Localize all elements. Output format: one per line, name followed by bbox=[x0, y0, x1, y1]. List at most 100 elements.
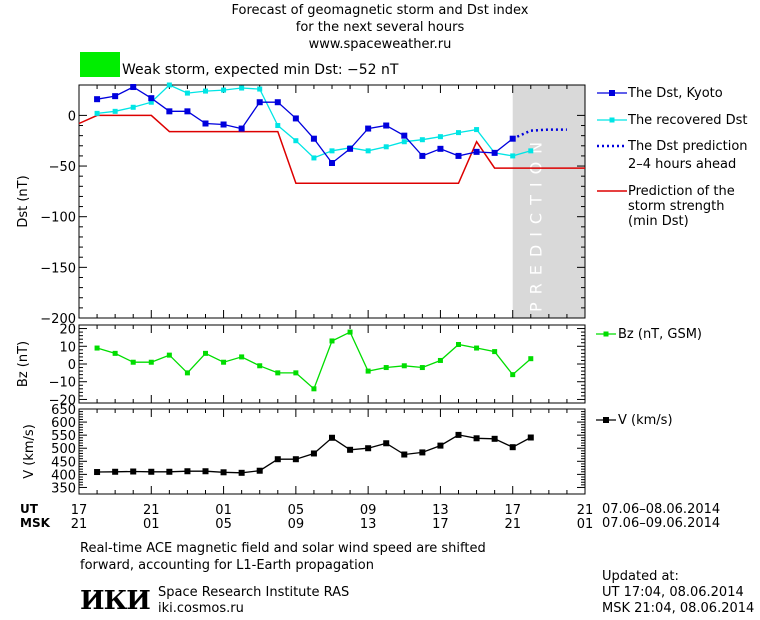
data-point bbox=[492, 349, 498, 355]
y-axis-label: V (km/s) bbox=[22, 424, 37, 479]
data-point bbox=[166, 82, 172, 88]
msk-tick-label: 21 bbox=[71, 517, 88, 532]
y-tick-label: 0 bbox=[68, 109, 76, 124]
data-point bbox=[347, 145, 354, 152]
msk-tick-label: 05 bbox=[215, 517, 232, 532]
legend-dst-prediction: The Dst prediction bbox=[628, 139, 748, 154]
ut-tick-label: 05 bbox=[288, 503, 305, 518]
data-point bbox=[94, 469, 101, 476]
data-point bbox=[220, 121, 227, 128]
y-tick-label: 350 bbox=[51, 481, 76, 496]
data-point bbox=[419, 152, 426, 159]
data-point bbox=[419, 137, 425, 143]
y-tick-label: 0 bbox=[68, 358, 76, 373]
legend-storm-strength-3: (min Dst) bbox=[628, 214, 689, 229]
data-point bbox=[293, 370, 299, 376]
data-point bbox=[528, 148, 534, 154]
updated-label: Updated at: bbox=[602, 569, 679, 584]
data-point bbox=[94, 96, 101, 103]
prediction-shade bbox=[512, 85, 585, 318]
series-line-prediction-of-the-storm-strength-min-dst- bbox=[78, 114, 585, 185]
data-point bbox=[130, 84, 137, 91]
y-tick-label: 500 bbox=[51, 442, 76, 457]
data-point bbox=[148, 95, 155, 102]
data-point bbox=[275, 370, 281, 376]
data-point bbox=[437, 357, 443, 363]
storm-color-box bbox=[80, 52, 120, 77]
data-point bbox=[257, 86, 263, 92]
ace-note-line1: Real-time ACE magnetic field and solar w… bbox=[80, 541, 486, 556]
data-point bbox=[473, 148, 480, 155]
data-point bbox=[148, 359, 154, 365]
institute-name: Space Research Institute RAS bbox=[158, 585, 350, 600]
legend-dst-kyoto: The Dst, Kyoto bbox=[628, 86, 723, 101]
legend-storm-strength-2: storm strength bbox=[628, 199, 725, 214]
msk-tick-label: 13 bbox=[360, 517, 377, 532]
data-point bbox=[311, 386, 317, 392]
y-tick-label: 20 bbox=[59, 323, 76, 338]
data-point bbox=[112, 468, 119, 475]
data-point bbox=[365, 125, 372, 132]
data-point bbox=[148, 468, 155, 475]
data-point bbox=[528, 356, 534, 362]
data-point bbox=[221, 359, 227, 365]
panel-frame bbox=[78, 324, 586, 404]
y-axis-label: Dst (nT) bbox=[16, 175, 31, 227]
data-point bbox=[474, 345, 480, 351]
data-point bbox=[292, 456, 299, 463]
data-point bbox=[274, 456, 281, 463]
legend-bz-symbol-marker bbox=[603, 331, 609, 337]
legend-recovered-symbol-marker bbox=[609, 117, 615, 123]
y-tick-label: 400 bbox=[51, 468, 76, 483]
legend-dst-recovered: The recovered Dst bbox=[628, 113, 748, 128]
iki-logo: ИКИ bbox=[80, 586, 151, 616]
chart-title-line1: Forecast of geomagnetic storm and Dst in… bbox=[231, 3, 529, 18]
data-point bbox=[383, 440, 390, 447]
ut-tick-label: 17 bbox=[504, 503, 521, 518]
data-point bbox=[347, 329, 353, 335]
prediction-label: PREDICTION bbox=[527, 134, 546, 312]
ut-axis-label: UT bbox=[20, 502, 38, 516]
y-tick-label: 10 bbox=[59, 340, 76, 355]
data-point bbox=[274, 99, 281, 106]
series-line-the-dst-prediction bbox=[512, 128, 567, 140]
data-point bbox=[203, 88, 208, 94]
y-tick-label: 450 bbox=[51, 455, 76, 470]
data-point bbox=[203, 350, 208, 356]
msk-tick-label: 09 bbox=[288, 517, 305, 532]
data-point bbox=[383, 365, 389, 371]
series-line-the-dst-kyoto bbox=[96, 86, 514, 164]
data-point bbox=[239, 85, 245, 91]
legend-dst-prediction-sub: 2–4 hours ahead bbox=[628, 157, 737, 172]
ut-tick-label: 17 bbox=[71, 503, 88, 518]
data-point bbox=[329, 338, 335, 344]
data-point bbox=[456, 342, 461, 347]
data-point bbox=[238, 125, 245, 132]
legend-bz: Bz (nT, GSM) bbox=[618, 327, 703, 342]
data-point bbox=[202, 468, 209, 475]
y-axis-label: Bz (nT) bbox=[16, 341, 31, 387]
data-point bbox=[491, 149, 498, 156]
legend-v: V (km/s) bbox=[618, 413, 673, 428]
data-point bbox=[239, 354, 245, 360]
data-point bbox=[256, 467, 263, 474]
data-point bbox=[383, 122, 390, 129]
panel-frame bbox=[78, 408, 586, 495]
data-point bbox=[401, 132, 408, 139]
data-point bbox=[401, 139, 407, 145]
data-point bbox=[112, 350, 118, 356]
data-point bbox=[474, 127, 480, 133]
data-point bbox=[257, 363, 263, 369]
data-point bbox=[94, 345, 100, 351]
data-point bbox=[275, 123, 281, 129]
data-point bbox=[184, 90, 190, 96]
data-point bbox=[491, 435, 498, 442]
y-tick-label: −150 bbox=[40, 261, 76, 276]
data-point bbox=[419, 365, 425, 371]
data-point bbox=[527, 434, 534, 441]
data-point bbox=[292, 115, 299, 122]
data-point bbox=[256, 99, 263, 106]
data-point bbox=[419, 449, 426, 456]
legend-kyoto-symbol-marker bbox=[609, 90, 615, 96]
